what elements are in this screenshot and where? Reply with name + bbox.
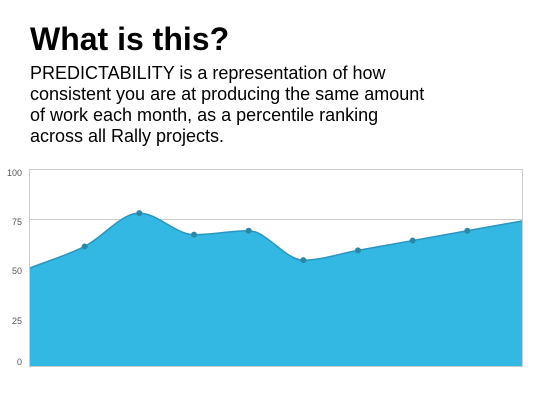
data-point	[245, 227, 252, 234]
y-tick-label: 75	[12, 217, 22, 227]
y-tick-label: 50	[12, 266, 22, 276]
data-point	[81, 243, 88, 250]
data-point	[300, 257, 307, 264]
data-point	[409, 237, 416, 244]
y-tick-label: 25	[12, 316, 22, 326]
series-line	[29, 212, 523, 269]
data-point	[136, 210, 143, 217]
page-title: What is this?	[30, 21, 230, 57]
y-axis-tick-labels: 0 25 50 75 100	[7, 168, 22, 367]
data-point	[191, 231, 197, 238]
data-point	[464, 227, 471, 234]
y-tick-label: 0	[17, 357, 22, 367]
data-point	[355, 247, 361, 254]
description-text: PREDICTABILITY is a representation of ho…	[30, 63, 425, 146]
y-tick-label: 100	[7, 168, 22, 178]
area-fill	[30, 213, 522, 366]
plot-frame	[29, 169, 523, 367]
data-points	[81, 210, 471, 264]
